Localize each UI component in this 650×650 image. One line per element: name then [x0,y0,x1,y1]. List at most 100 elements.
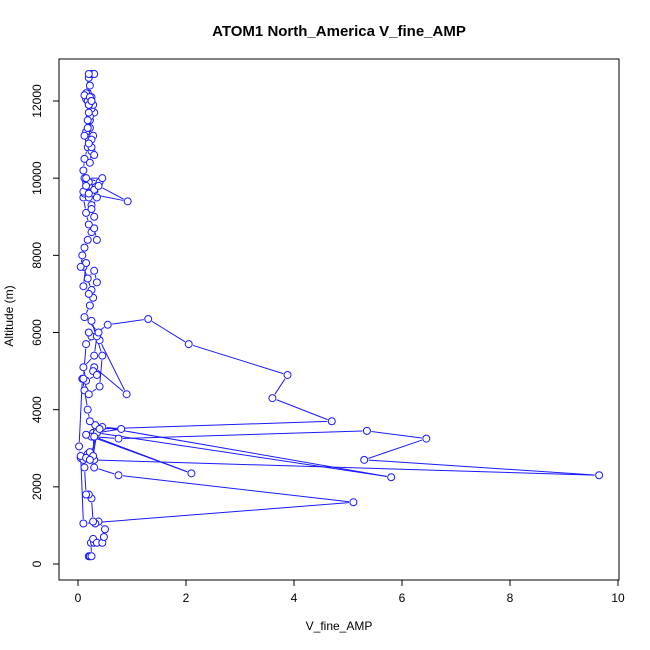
data-point [94,181,103,190]
data-point [84,328,93,337]
series-segment [122,430,363,439]
data-point [85,417,94,426]
data-point [79,166,88,175]
series-segment [94,275,97,279]
y-axis: 0 2000 4000 6000 8000 10000 12000 [30,84,60,567]
series-lines [78,78,595,552]
data-point [422,434,431,443]
data-point [98,351,107,360]
series-segment [89,376,94,380]
series-segment [276,399,328,421]
series-segment [101,524,103,527]
data-point [85,158,94,167]
data-point [82,174,91,183]
series-segment [94,340,97,352]
data-point [117,424,126,433]
x-tick-label: 2 [183,591,190,605]
data-point [76,262,85,271]
data-point [283,370,292,379]
data-point [79,363,88,372]
data-point [84,69,93,78]
data-point [90,151,99,160]
data-point [87,205,96,214]
data-point [90,212,99,221]
data-point [82,208,91,217]
y-tick-label: 10000 [30,161,44,195]
data-point [92,193,101,202]
series-segment [106,427,387,477]
series-segment [101,344,126,391]
data-point [90,463,99,472]
y-tick-label: 0 [30,560,44,567]
data-point [103,320,112,329]
data-point [84,390,93,399]
series-points [75,69,604,561]
data-point [114,471,123,480]
y-tick-label: 2000 [30,473,44,500]
series-segment [91,502,94,518]
data-point [90,432,99,441]
data-point [99,532,108,541]
data-point [87,97,96,105]
series-segment [90,273,92,276]
data-point [83,405,92,414]
data-point [90,224,99,233]
data-point [82,181,91,190]
data-point [92,370,101,379]
series-segment [86,358,92,365]
y-tick-label: 4000 [30,396,44,423]
data-point [83,116,92,125]
data-point [78,251,87,260]
data-point [90,266,99,275]
data-point [327,417,336,426]
data-point [98,174,107,183]
series-segment [80,460,84,520]
data-point [362,426,371,435]
series-segment [97,369,124,392]
data-point [144,314,153,323]
data-point [82,259,91,268]
data-point [85,455,94,464]
data-point [83,274,92,283]
data-point [84,139,93,148]
data-point [114,434,123,443]
x-axis-label: V_fine_AMP [306,619,373,633]
data-point [122,390,131,399]
y-tick-label: 6000 [30,319,44,346]
x-tick-label: 10 [611,591,625,605]
data-point [80,463,89,472]
series-segment [104,420,328,430]
data-point [360,455,369,464]
y-axis-label: Altitude (m) [2,285,16,346]
series-segment [368,439,423,459]
series-segment [101,429,117,433]
series-segment [94,459,595,476]
data-point [80,131,89,140]
data-point [79,374,88,383]
series-segment [101,432,387,478]
data-point [82,430,91,439]
data-point [75,442,84,451]
chart-title: ATOM1 North_America V_fine_AMP [212,23,466,40]
series-segment [82,383,85,387]
x-tick-label: 6 [399,591,406,605]
data-point [92,278,101,287]
series-segment [88,413,90,417]
series-segment [99,360,103,383]
data-point [83,124,92,133]
data-point [85,301,94,310]
series-segment [83,201,86,209]
series-segment [84,472,87,491]
series-segment [371,430,422,439]
x-tick-label: 0 [75,591,82,605]
series-segment [98,437,188,473]
series-segment [92,388,97,393]
series-segment [122,475,349,503]
data-point [84,189,93,198]
series-segment [85,309,89,314]
data-point [84,220,93,229]
data-point [84,108,93,117]
data-point [89,517,98,526]
x-tick-label: 8 [507,591,514,605]
